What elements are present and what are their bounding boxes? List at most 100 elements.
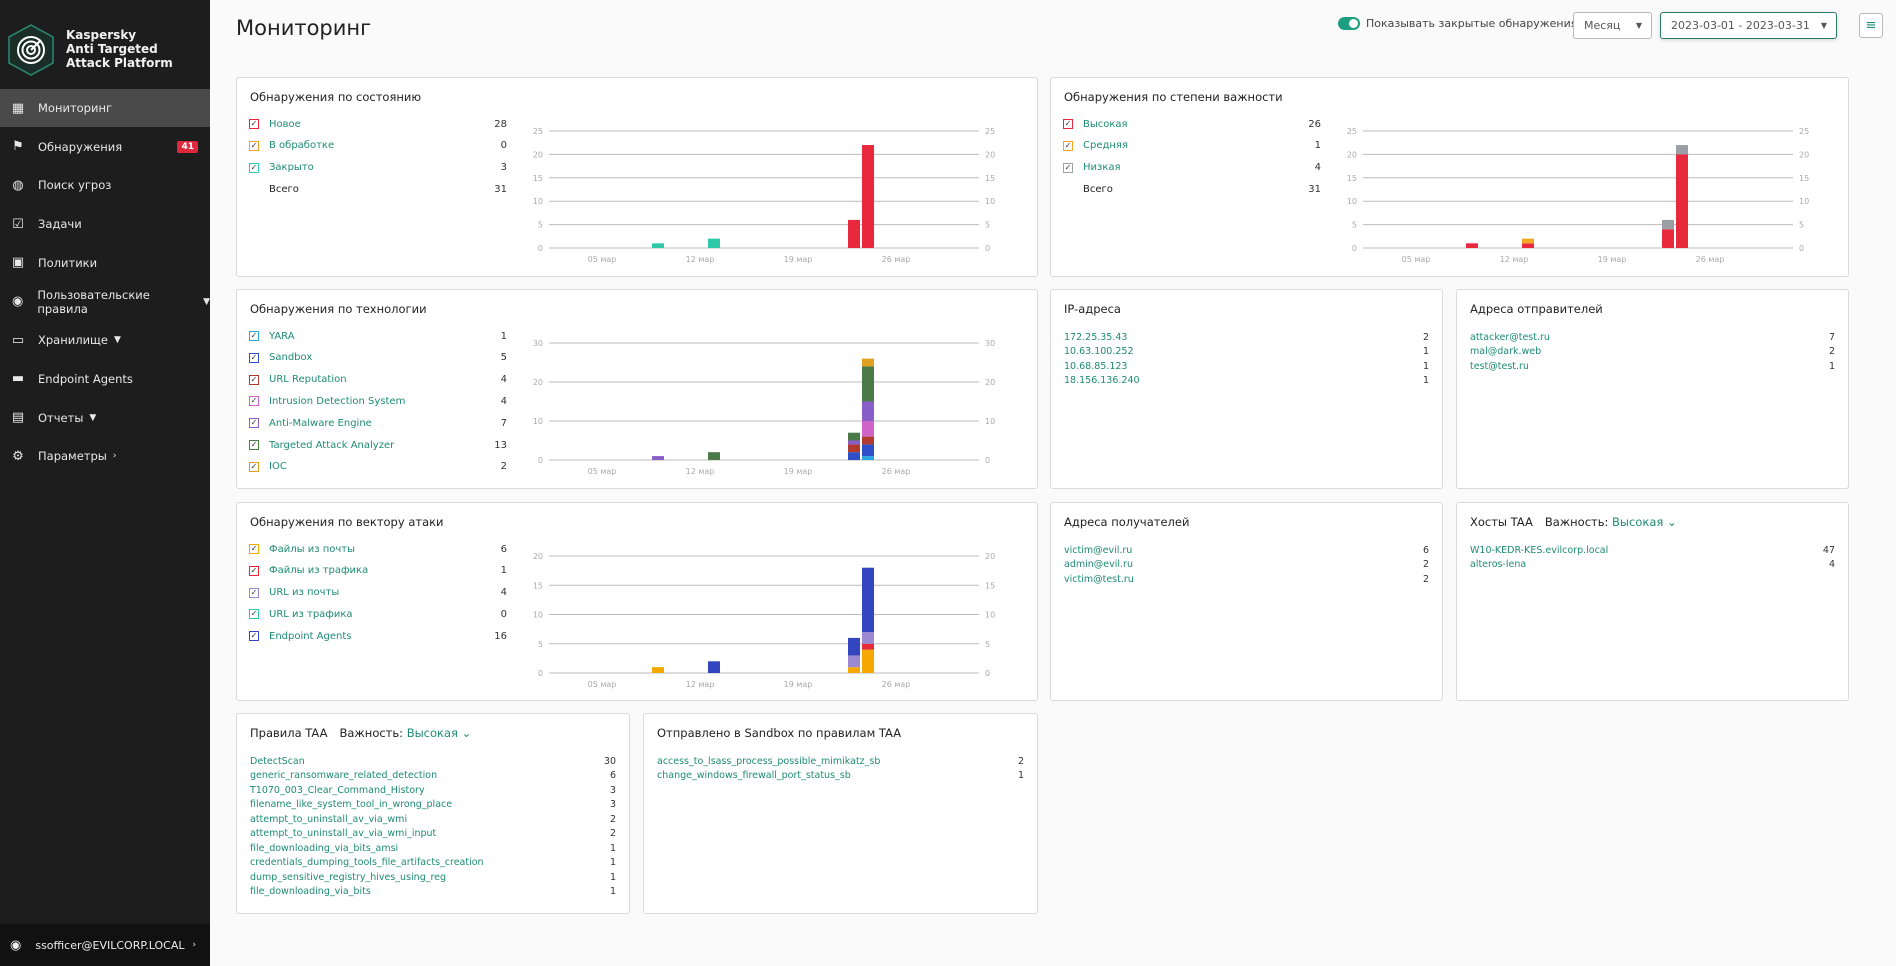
bar-segment[interactable] bbox=[708, 238, 720, 248]
legend-label[interactable]: Низкая bbox=[1083, 162, 1121, 174]
list-item[interactable]: change_windows_firewall_port_status_sb 1 bbox=[657, 769, 1024, 783]
list-item[interactable]: 10.63.100.252 1 bbox=[1064, 345, 1429, 359]
sidebar-item[interactable]: ◉ Пользовательские правила ▼ bbox=[0, 283, 210, 321]
list-item[interactable]: access_to_lsass_process_possible_mimikat… bbox=[657, 754, 1024, 768]
legend-label[interactable]: Endpoint Agents bbox=[269, 630, 352, 642]
user-menu[interactable]: ◉ ssofficer@EVILCORP.LOCAL › bbox=[0, 924, 210, 966]
bar-segment[interactable] bbox=[1522, 243, 1534, 248]
period-select[interactable]: Месяц ▼ bbox=[1573, 12, 1652, 39]
bar-segment[interactable] bbox=[862, 444, 874, 457]
menu-button[interactable]: ≡ bbox=[1859, 13, 1883, 38]
checkbox[interactable]: ✓ bbox=[249, 631, 259, 642]
list-item[interactable]: credentials_dumping_tools_file_artifacts… bbox=[250, 856, 616, 870]
bar-segment[interactable] bbox=[862, 421, 874, 437]
severity-filter[interactable]: Важность: Высокая ⌄ bbox=[340, 726, 472, 740]
list-item-link[interactable]: attempt_to_uninstall_av_via_wmi bbox=[250, 813, 408, 825]
legend-item[interactable]: ✓ Файлы из почты 6 bbox=[249, 541, 507, 557]
checkbox[interactable]: ✓ bbox=[249, 440, 259, 450]
legend-item[interactable]: ✓ Новое 28 bbox=[249, 116, 507, 132]
list-item-link[interactable]: dump_sensitive_registry_hives_using_reg bbox=[250, 871, 447, 883]
list-item-link[interactable]: access_to_lsass_process_possible_mimikat… bbox=[657, 755, 881, 767]
checkbox[interactable]: ✓ bbox=[249, 140, 259, 151]
list-item-link[interactable]: T1070_003_Clear_Command_History bbox=[250, 784, 425, 796]
list-item-link[interactable]: DetectScan bbox=[250, 755, 305, 767]
list-item[interactable]: W10-KEDR-KES.evilcorp.local 47 bbox=[1470, 543, 1835, 557]
legend-label[interactable]: URL из трафика bbox=[269, 608, 353, 620]
bar-segment[interactable] bbox=[848, 637, 860, 656]
bar-segment[interactable] bbox=[848, 667, 860, 673]
bar-segment[interactable] bbox=[862, 145, 874, 248]
legend-item[interactable]: ✓ Закрыто 3 bbox=[249, 160, 507, 176]
list-item-link[interactable]: alteros-lena bbox=[1470, 559, 1527, 570]
legend-label[interactable]: Новое bbox=[269, 118, 301, 130]
checkbox[interactable]: ✓ bbox=[249, 162, 259, 173]
bar-segment[interactable] bbox=[1662, 219, 1674, 230]
legend-item[interactable]: ✓ Файлы из трафика 1 bbox=[249, 563, 507, 579]
checkbox[interactable]: ✓ bbox=[249, 352, 259, 363]
sidebar-item[interactable]: ▭ Хранилище ▼ bbox=[0, 321, 210, 359]
list-item[interactable]: file_downloading_via_bits_amsi 1 bbox=[250, 841, 616, 855]
list-item[interactable]: file_downloading_via_bits 1 bbox=[250, 885, 616, 899]
sidebar-item[interactable]: ⚑ Обнаружения 41 bbox=[0, 128, 210, 166]
sidebar-item[interactable]: ▤ Отчеты ▼ bbox=[0, 399, 210, 437]
legend-item[interactable]: ✓ YARA 1 bbox=[249, 328, 507, 344]
bar-segment[interactable] bbox=[862, 456, 874, 460]
list-item[interactable]: admin@evil.ru 2 bbox=[1064, 558, 1429, 572]
checkbox[interactable]: ✓ bbox=[1063, 119, 1073, 129]
bar-segment[interactable] bbox=[862, 567, 874, 633]
legend-label[interactable]: Высокая bbox=[1083, 118, 1128, 130]
list-item[interactable]: 18.156.136.240 1 bbox=[1064, 374, 1429, 388]
legend-item[interactable]: ✓ Anti-Malware Engine 7 bbox=[249, 415, 507, 431]
list-item-link[interactable]: test@test.ru bbox=[1470, 360, 1529, 372]
legend-item[interactable]: ✓ Высокая 26 bbox=[1063, 116, 1321, 132]
list-item[interactable]: victim@evil.ru 6 bbox=[1064, 543, 1429, 557]
bar-segment[interactable] bbox=[1662, 229, 1674, 248]
list-item-link[interactable]: 172.25.35.43 bbox=[1064, 331, 1128, 343]
checkbox[interactable]: ✓ bbox=[1063, 162, 1073, 173]
checkbox[interactable]: ✓ bbox=[249, 565, 259, 576]
date-range-select[interactable]: 2023-03-01 - 2023-03-31 ▼ bbox=[1660, 12, 1837, 39]
list-item[interactable]: attempt_to_uninstall_av_via_wmi_input 2 bbox=[250, 827, 616, 841]
list-item[interactable]: attacker@test.ru 7 bbox=[1470, 330, 1835, 344]
legend-label[interactable]: Targeted Attack Analyzer bbox=[269, 439, 395, 451]
legend-item[interactable]: ✓ URL Reputation 4 bbox=[249, 372, 507, 388]
list-item-link[interactable]: filename_like_system_tool_in_wrong_place bbox=[250, 799, 453, 810]
list-item-link[interactable]: attempt_to_uninstall_av_via_wmi_input bbox=[250, 828, 437, 839]
legend-item[interactable]: ✓ URL из трафика 0 bbox=[249, 606, 507, 622]
legend-item[interactable]: ✓ Targeted Attack Analyzer 13 bbox=[249, 437, 507, 453]
bar-segment[interactable] bbox=[848, 444, 860, 453]
list-item[interactable]: generic_ransomware_related_detection 6 bbox=[250, 769, 616, 783]
sidebar-item[interactable]: ◍ Поиск угроз bbox=[0, 166, 210, 204]
legend-label[interactable]: URL Reputation bbox=[269, 374, 347, 386]
list-item[interactable]: DetectScan 30 bbox=[250, 754, 616, 768]
list-item[interactable]: attempt_to_uninstall_av_via_wmi 2 bbox=[250, 812, 616, 826]
list-item-link[interactable]: credentials_dumping_tools_file_artifacts… bbox=[250, 857, 484, 868]
sidebar-item[interactable]: ⚙ Параметры › bbox=[0, 437, 210, 475]
legend-label[interactable]: Intrusion Detection System bbox=[269, 395, 406, 407]
checkbox[interactable]: ✓ bbox=[1063, 140, 1073, 151]
list-item[interactable]: mal@dark.web 2 bbox=[1470, 345, 1835, 359]
list-item-link[interactable]: attacker@test.ru bbox=[1470, 331, 1550, 343]
checkbox[interactable]: ✓ bbox=[249, 609, 259, 620]
legend-item[interactable]: ✓ Intrusion Detection System 4 bbox=[249, 393, 507, 409]
legend-label[interactable]: IOC bbox=[269, 461, 287, 473]
bar-segment[interactable] bbox=[862, 366, 874, 402]
sidebar-item[interactable]: ▬ Endpoint Agents bbox=[0, 360, 210, 398]
list-item-link[interactable]: 10.68.85.123 bbox=[1064, 360, 1128, 372]
list-item-link[interactable]: 18.156.136.240 bbox=[1064, 375, 1140, 386]
checkbox[interactable]: ✓ bbox=[249, 119, 259, 129]
legend-item[interactable]: ✓ В обработке 0 bbox=[249, 138, 507, 154]
bar-segment[interactable] bbox=[862, 358, 874, 367]
bar-segment[interactable] bbox=[652, 456, 664, 460]
list-item-link[interactable]: victim@test.ru bbox=[1064, 573, 1134, 585]
legend-label[interactable]: Закрыто bbox=[269, 162, 314, 174]
list-item-link[interactable]: 10.63.100.252 bbox=[1064, 346, 1134, 357]
legend-label[interactable]: Anti-Malware Engine bbox=[269, 417, 372, 429]
bar-segment[interactable] bbox=[848, 655, 860, 668]
bar-segment[interactable] bbox=[1522, 238, 1534, 244]
sidebar-item[interactable]: ☑ Задачи bbox=[0, 205, 210, 243]
legend-item[interactable]: ✓ URL из почты 4 bbox=[249, 585, 507, 601]
legend-label[interactable]: Sandbox bbox=[269, 352, 313, 364]
checkbox[interactable]: ✓ bbox=[249, 587, 259, 598]
legend-label[interactable]: В обработке bbox=[269, 140, 335, 152]
